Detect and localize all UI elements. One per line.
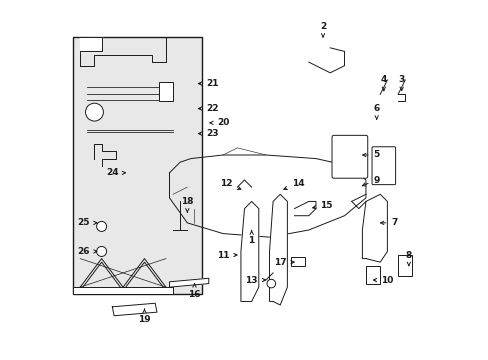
Text: 12: 12: [220, 179, 241, 190]
Bar: [73, 287, 173, 294]
Text: 1: 1: [248, 230, 254, 245]
Text: 17: 17: [273, 258, 294, 267]
Bar: [365, 266, 380, 284]
Text: 8: 8: [405, 251, 411, 266]
Text: 3: 3: [398, 76, 404, 90]
Bar: [397, 255, 411, 276]
Polygon shape: [269, 194, 287, 305]
Text: 25: 25: [77, 219, 97, 228]
Polygon shape: [80, 37, 102, 51]
Text: 18: 18: [181, 197, 193, 212]
FancyBboxPatch shape: [371, 147, 395, 185]
Text: 19: 19: [138, 309, 150, 324]
Text: 5: 5: [362, 150, 379, 159]
Circle shape: [97, 221, 106, 231]
Text: 7: 7: [380, 219, 397, 228]
FancyBboxPatch shape: [73, 37, 201, 294]
Polygon shape: [241, 202, 258, 301]
Text: 11: 11: [216, 251, 237, 260]
Polygon shape: [169, 278, 208, 287]
Text: 2: 2: [319, 22, 325, 37]
Text: 16: 16: [188, 284, 201, 299]
Text: 22: 22: [198, 104, 218, 113]
Text: 21: 21: [198, 79, 218, 88]
Text: 13: 13: [245, 275, 265, 284]
FancyBboxPatch shape: [331, 135, 367, 178]
Text: 14: 14: [283, 179, 304, 190]
Polygon shape: [112, 303, 157, 316]
Text: 23: 23: [198, 129, 218, 138]
Text: 24: 24: [106, 168, 125, 177]
Text: 9: 9: [362, 176, 379, 186]
Circle shape: [97, 247, 106, 256]
Bar: [290, 257, 305, 266]
Text: 15: 15: [312, 201, 332, 210]
Text: 6: 6: [373, 104, 379, 119]
Text: 20: 20: [209, 118, 229, 127]
Text: 4: 4: [380, 76, 386, 90]
Circle shape: [266, 279, 275, 288]
Bar: [159, 82, 173, 102]
Text: 10: 10: [373, 275, 393, 284]
Circle shape: [85, 103, 103, 121]
Polygon shape: [362, 194, 386, 262]
Text: 26: 26: [77, 247, 97, 256]
